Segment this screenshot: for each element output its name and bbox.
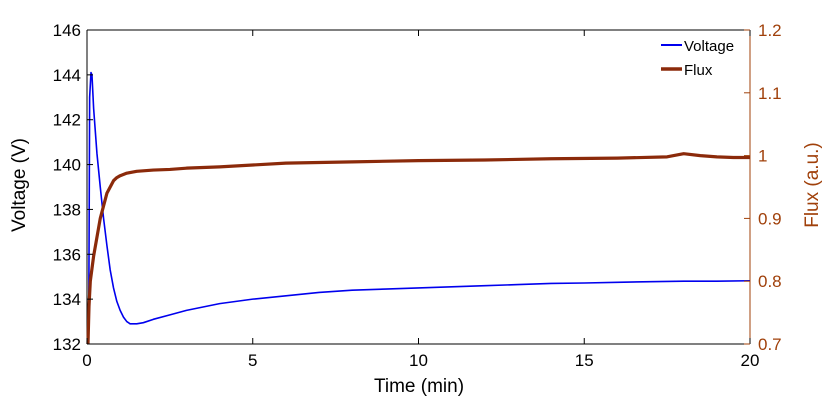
legend-flux-label: Flux <box>684 62 713 79</box>
y-right-tick-label: 1.2 <box>758 21 782 40</box>
series-line-voltage <box>87 71 751 345</box>
y-right-tick-label: 0.9 <box>758 209 782 228</box>
series-layer <box>86 71 751 345</box>
y-left-tick-label: 144 <box>53 66 81 85</box>
y-axis-left-title: Voltage (V) <box>9 138 30 232</box>
y-left-tick-label: 136 <box>53 245 81 264</box>
x-tick-label: 15 <box>575 351 594 370</box>
x-tick-label: 5 <box>248 351 257 370</box>
y-left-tick-label: 142 <box>53 111 81 130</box>
y-right-tick-label: 0.8 <box>758 272 782 291</box>
y-right-tick-label: 1.1 <box>758 84 782 103</box>
y-axis-right-title: Flux (a.u.) <box>802 142 823 228</box>
x-axis-title: Time (min) <box>374 376 464 397</box>
x-tick-label: 10 <box>409 351 428 370</box>
y-left-tick-label: 146 <box>53 21 81 40</box>
y-right-tick-label: 0.7 <box>758 335 782 354</box>
y-right-tick-label: 1 <box>758 147 767 166</box>
legend: Voltage Flux <box>661 38 734 79</box>
ticks-layer: 0 5 10 15 20 132 134 136 138 140 142 144 146 0.7 0.8 0.… <box>53 21 782 370</box>
y-left-tick-label: 134 <box>53 290 81 309</box>
x-tick-label: 0 <box>82 351 91 370</box>
y-left-tick-label: 138 <box>53 200 81 219</box>
y-left-tick-label: 132 <box>53 335 81 354</box>
x-tick-label: 20 <box>741 351 760 370</box>
legend-voltage-label: Voltage <box>684 38 734 55</box>
y-left-tick-label: 140 <box>53 156 81 175</box>
plot-frame <box>86 29 751 345</box>
series-line-flux <box>86 152 750 345</box>
